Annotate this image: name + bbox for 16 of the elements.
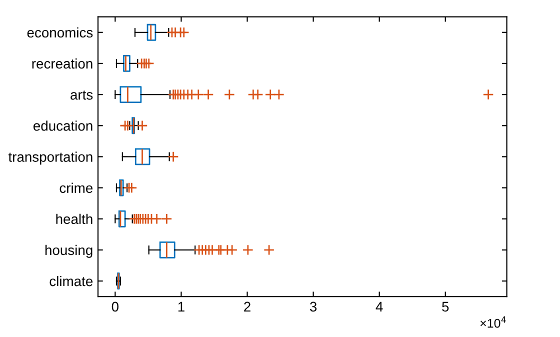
- y-tick-label: arts: [70, 90, 93, 100]
- y-tick-label: crime: [60, 182, 93, 193]
- y-tick-label: recreation: [32, 58, 92, 69]
- y-tick-label: economics: [27, 27, 93, 38]
- text: ×10$^{4}$: [480, 316, 506, 328]
- x-tick-label: 1: [178, 302, 184, 312]
- x-tick-label: 0: [112, 302, 118, 312]
- x-tick-label: 4: [376, 302, 383, 312]
- y-tick-label: housing: [45, 244, 92, 258]
- y-tick-label: health: [56, 214, 92, 224]
- x-tick-label: 3: [310, 302, 317, 312]
- y-tick-label: education: [34, 120, 92, 131]
- x-tick-label: 5: [442, 302, 449, 312]
- x-tick-label: 2: [244, 302, 250, 312]
- y-tick-label: climate: [50, 276, 93, 286]
- y-tick-label: transportation: [8, 152, 92, 165]
